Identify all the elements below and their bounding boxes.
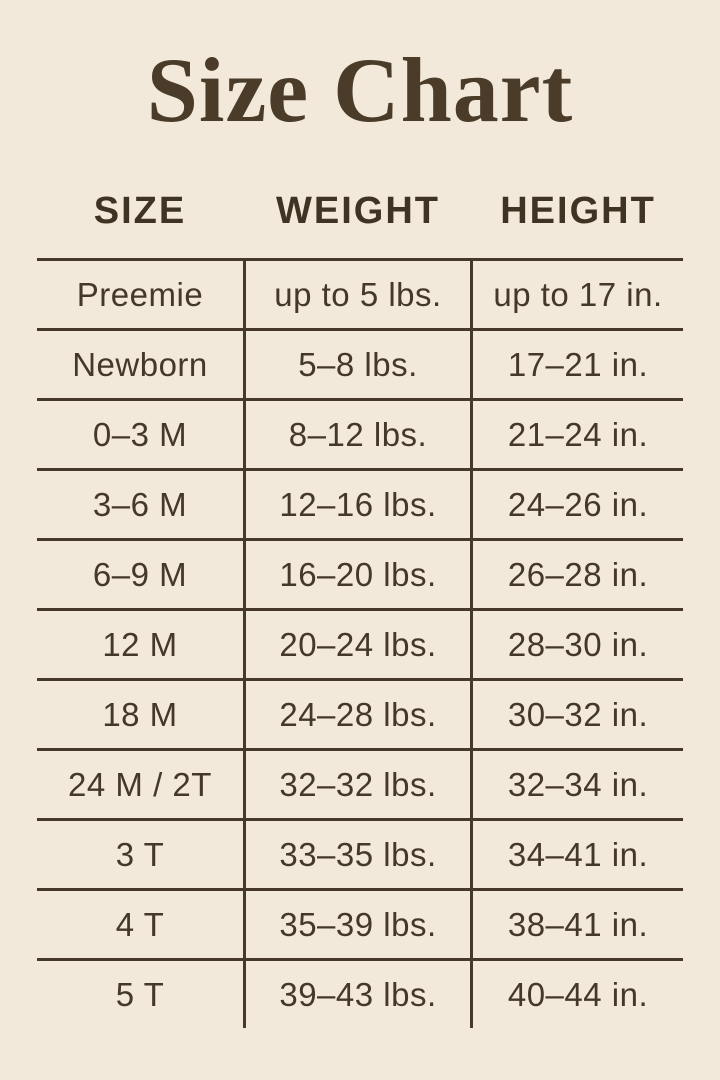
- weight-cell: 32–32 lbs.: [243, 751, 473, 818]
- height-cell: up to 17 in.: [493, 275, 663, 313]
- size-cell: 6–9 M: [92, 555, 188, 593]
- size-cell: 18 M: [102, 695, 178, 733]
- height-cell: 21–24 in.: [507, 415, 649, 453]
- size-cell: 4 T: [115, 905, 165, 943]
- column-header-height: HEIGHT: [500, 190, 656, 232]
- height-cell: 17–21 in.: [507, 345, 649, 383]
- table-row: Newborn 5–8 lbs. 17–21 in.: [37, 328, 683, 398]
- weight-cell: 20–24 lbs.: [243, 611, 473, 678]
- weight-cell: 5–8 lbs.: [243, 331, 473, 398]
- height-cell: 38–41 in.: [507, 905, 649, 943]
- height-cell: 40–44 in.: [507, 975, 649, 1013]
- table-row: 0–3 M 8–12 lbs. 21–24 in.: [37, 398, 683, 468]
- weight-cell: 35–39 lbs.: [243, 891, 473, 958]
- size-cell: 0–3 M: [92, 415, 188, 453]
- size-cell: Preemie: [76, 275, 204, 313]
- weight-cell: 12–16 lbs.: [243, 471, 473, 538]
- table-row: 24 M / 2T 32–32 lbs. 32–34 in.: [37, 748, 683, 818]
- height-cell: 26–28 in.: [507, 555, 649, 593]
- table-row: 3 T 33–35 lbs. 34–41 in.: [37, 818, 683, 888]
- table-row: 18 M 24–28 lbs. 30–32 in.: [37, 678, 683, 748]
- height-cell: 30–32 in.: [507, 695, 649, 733]
- table-header-row: SIZE WEIGHT HEIGHT: [37, 190, 683, 233]
- weight-cell: 16–20 lbs.: [243, 541, 473, 608]
- height-cell: 28–30 in.: [507, 625, 649, 663]
- size-cell: 3 T: [115, 835, 165, 873]
- size-cell: 24 M / 2T: [68, 765, 212, 803]
- size-cell: 3–6 M: [92, 485, 188, 523]
- column-header-weight: WEIGHT: [276, 190, 440, 232]
- weight-cell: up to 5 lbs.: [243, 261, 473, 328]
- size-cell: Newborn: [72, 345, 208, 383]
- table-row: 5 T 39–43 lbs. 40–44 in.: [37, 958, 683, 1028]
- table-row: Preemie up to 5 lbs. up to 17 in.: [37, 258, 683, 328]
- column-header-size: SIZE: [93, 190, 187, 232]
- height-cell: 34–41 in.: [507, 835, 649, 873]
- height-cell: 24–26 in.: [507, 485, 649, 523]
- table-row: 3–6 M 12–16 lbs. 24–26 in.: [37, 468, 683, 538]
- weight-cell: 8–12 lbs.: [243, 401, 473, 468]
- size-table: Preemie up to 5 lbs. up to 17 in. Newbor…: [37, 258, 683, 1028]
- page-title: Size Chart: [146, 39, 574, 141]
- height-cell: 32–34 in.: [507, 765, 649, 803]
- size-cell: 12 M: [102, 625, 178, 663]
- weight-cell: 24–28 lbs.: [243, 681, 473, 748]
- weight-cell: 33–35 lbs.: [243, 821, 473, 888]
- table-row: 6–9 M 16–20 lbs. 26–28 in.: [37, 538, 683, 608]
- weight-cell: 39–43 lbs.: [243, 961, 473, 1028]
- table-row: 4 T 35–39 lbs. 38–41 in.: [37, 888, 683, 958]
- size-cell: 5 T: [115, 975, 165, 1013]
- table-row: 12 M 20–24 lbs. 28–30 in.: [37, 608, 683, 678]
